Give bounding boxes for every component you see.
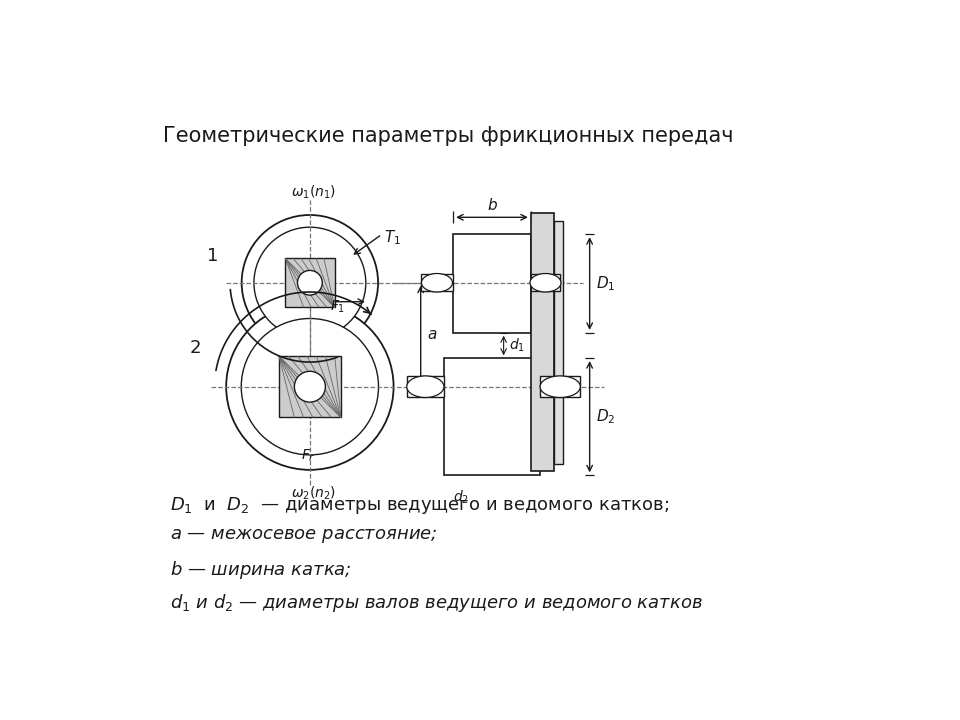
- Ellipse shape: [227, 304, 394, 470]
- Ellipse shape: [421, 274, 452, 292]
- Bar: [453, 234, 531, 333]
- Bar: [444, 359, 540, 475]
- Text: $a$: $a$: [427, 327, 437, 342]
- Text: $D_1$  и  $D_2$  — диаметры ведущего и ведомого катков;: $D_1$ и $D_2$ — диаметры ведущего и ведо…: [170, 495, 670, 516]
- Text: $d_2$: $d_2$: [453, 488, 469, 505]
- Text: 2: 2: [189, 339, 201, 357]
- Text: $F_r$: $F_r$: [301, 448, 316, 464]
- Text: $F_1$: $F_1$: [330, 298, 346, 315]
- Text: $d_1$ и $d_2$ — диаметры валов ведущего и ведомого катков: $d_1$ и $d_2$ — диаметры валов ведущего …: [170, 592, 704, 613]
- Ellipse shape: [540, 376, 581, 397]
- Text: $d_1$: $d_1$: [509, 336, 525, 354]
- Text: $a$ — межосевое расстояние;: $a$ — межосевое расстояние;: [170, 527, 438, 545]
- Text: $b$ — ширина катка;: $b$ — ширина катка;: [170, 559, 352, 581]
- Text: $b$: $b$: [487, 197, 497, 213]
- Ellipse shape: [298, 271, 323, 295]
- Text: $D_2$: $D_2$: [596, 408, 615, 426]
- Bar: [285, 258, 335, 307]
- Bar: [531, 213, 554, 472]
- Ellipse shape: [407, 376, 444, 397]
- Bar: [554, 221, 564, 464]
- Text: Геометрические параметры фрикционных передач: Геометрические параметры фрикционных пер…: [162, 127, 733, 146]
- Text: $\omega_2(n_2)$: $\omega_2(n_2)$: [291, 485, 336, 502]
- Bar: [420, 274, 453, 291]
- Bar: [278, 356, 341, 418]
- Ellipse shape: [241, 318, 378, 455]
- Text: $T_1$: $T_1$: [384, 229, 401, 248]
- Bar: [540, 376, 581, 397]
- Ellipse shape: [242, 215, 378, 351]
- Ellipse shape: [530, 274, 561, 292]
- Ellipse shape: [295, 372, 325, 402]
- Text: $D_1$: $D_1$: [596, 274, 615, 293]
- Text: $\omega_1(n_1)$: $\omega_1(n_1)$: [291, 183, 336, 201]
- Bar: [407, 376, 444, 397]
- Bar: [531, 274, 561, 291]
- Ellipse shape: [254, 228, 366, 338]
- Text: 1: 1: [206, 247, 218, 265]
